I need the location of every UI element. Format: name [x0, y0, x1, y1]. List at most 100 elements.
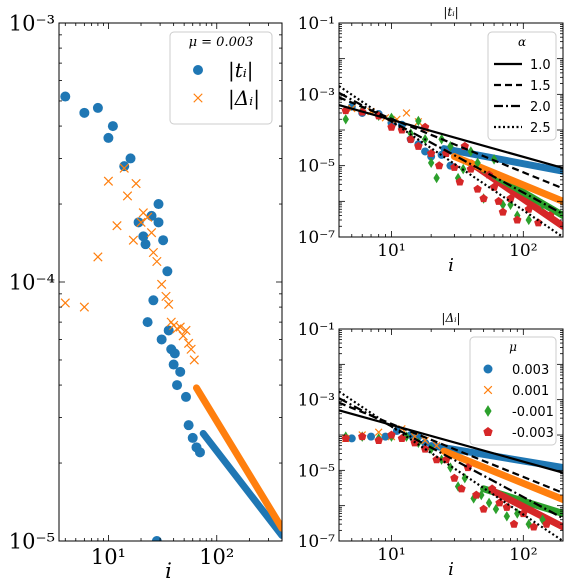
series-curve-0.001 — [450, 153, 563, 205]
panel-title: |tᵢ| — [443, 5, 458, 19]
data-point — [529, 522, 538, 531]
data-point — [421, 438, 430, 447]
data-point — [387, 430, 396, 439]
data-point — [434, 161, 444, 170]
data-point — [542, 519, 551, 528]
data-point — [514, 508, 521, 519]
legend: α 1.0 1.5 2.0 2.5 — [487, 31, 557, 141]
data-point — [402, 109, 411, 117]
data-point — [487, 484, 497, 493]
series-|tᵢ| — [60, 91, 205, 541]
data-point — [502, 502, 512, 511]
data-point — [367, 432, 376, 441]
y-tick-label: 10⁻¹ — [298, 14, 335, 34]
x-tick-label: 10¹ — [91, 545, 126, 569]
x-axis-label: i — [448, 255, 454, 276]
data-point — [507, 199, 514, 210]
data-point — [136, 217, 146, 227]
data-point — [534, 218, 543, 227]
data-point — [509, 519, 519, 528]
data-point — [494, 196, 503, 205]
legend-marker-|Δᵢ| — [193, 93, 203, 103]
legend: μ 0.003 0.001 -0.001 -0.003 — [469, 336, 557, 446]
y-tick-label: 10⁻³ — [298, 391, 335, 411]
data-point — [421, 147, 430, 156]
data-point — [107, 121, 118, 132]
data-point — [426, 149, 436, 158]
data-point — [341, 434, 350, 442]
panel-title: |Δᵢ| — [441, 311, 460, 325]
data-point — [156, 334, 167, 345]
data-point — [347, 434, 356, 443]
legend-box — [469, 336, 557, 446]
x-tick-label: 10² — [199, 545, 234, 569]
chart-bottom-right: 10¹ 10² 10⁻⁷ 10⁻⁵ 10⁻³ 10⁻¹ i |Δᵢ| μ 0.003 0.001 -0… — [298, 311, 564, 580]
legend: μ = 0.003 |tᵢ| |Δᵢ| — [169, 31, 273, 125]
fit-line-alpha-1.5 — [339, 96, 563, 190]
x-axis-label: i — [165, 559, 172, 580]
data-point — [119, 161, 130, 172]
legend-label: 0.003 — [512, 363, 549, 378]
data-point — [156, 279, 167, 289]
data-point — [164, 299, 174, 309]
series-curve-|Δᵢ| — [192, 384, 282, 532]
y-tick-label: 10⁻⁵ — [298, 461, 336, 481]
y-tick-label: 10⁻³ — [298, 85, 335, 105]
data-point — [142, 317, 153, 328]
y-tick-label: 10⁻⁷ — [298, 532, 336, 552]
data-point — [172, 380, 183, 391]
data-point — [474, 157, 481, 169]
data-point — [492, 503, 500, 515]
data-point — [479, 504, 488, 513]
data-point — [342, 114, 349, 125]
data-point — [397, 434, 407, 442]
legend-label: -0.003 — [512, 426, 554, 441]
data-point — [387, 122, 396, 131]
data-point — [146, 228, 157, 238]
data-point — [374, 436, 383, 445]
fit-line-alpha-1.0 — [339, 104, 563, 170]
data-point — [466, 164, 476, 173]
data-point — [427, 157, 435, 169]
y-tick-label: 10⁻³ — [9, 11, 55, 35]
legend-marker-0.003 — [483, 364, 493, 374]
legend-title: α — [518, 35, 526, 49]
data-point — [131, 178, 141, 189]
x-tick-label: 10² — [509, 241, 537, 261]
data-point — [194, 447, 205, 458]
data-point — [432, 441, 441, 450]
plot-area — [60, 91, 282, 541]
data-point — [79, 107, 90, 118]
data-point — [178, 331, 188, 341]
data-point — [93, 252, 103, 262]
legend-title: μ = 0.003 — [189, 35, 254, 50]
data-point — [103, 132, 114, 143]
data-point — [186, 344, 196, 354]
data-point — [433, 172, 440, 184]
x-tick-label: 10¹ — [377, 241, 405, 261]
data-point — [92, 102, 103, 113]
data-point — [546, 211, 555, 220]
fit-line-alpha-1.5 — [339, 401, 563, 494]
series-curve--0.003 — [490, 488, 563, 531]
series-curve-0.001 — [440, 447, 563, 503]
data-point — [473, 184, 482, 193]
data-point — [153, 199, 164, 210]
legend-marker--0.001 — [484, 405, 492, 417]
legend-title: μ — [509, 340, 517, 354]
data-point — [133, 217, 144, 228]
y-tick-label: 10⁻⁷ — [298, 228, 336, 248]
data-point — [406, 134, 415, 143]
legend-marker--0.003 — [483, 427, 493, 437]
data-point — [524, 204, 533, 213]
x-axis-label: i — [448, 559, 454, 580]
plot-area — [339, 390, 563, 541]
data-point — [138, 231, 149, 242]
data-point — [162, 266, 173, 277]
data-point — [499, 199, 507, 210]
data-point — [455, 177, 465, 186]
data-point — [175, 322, 185, 332]
data-point — [479, 194, 488, 203]
data-point — [148, 295, 159, 306]
